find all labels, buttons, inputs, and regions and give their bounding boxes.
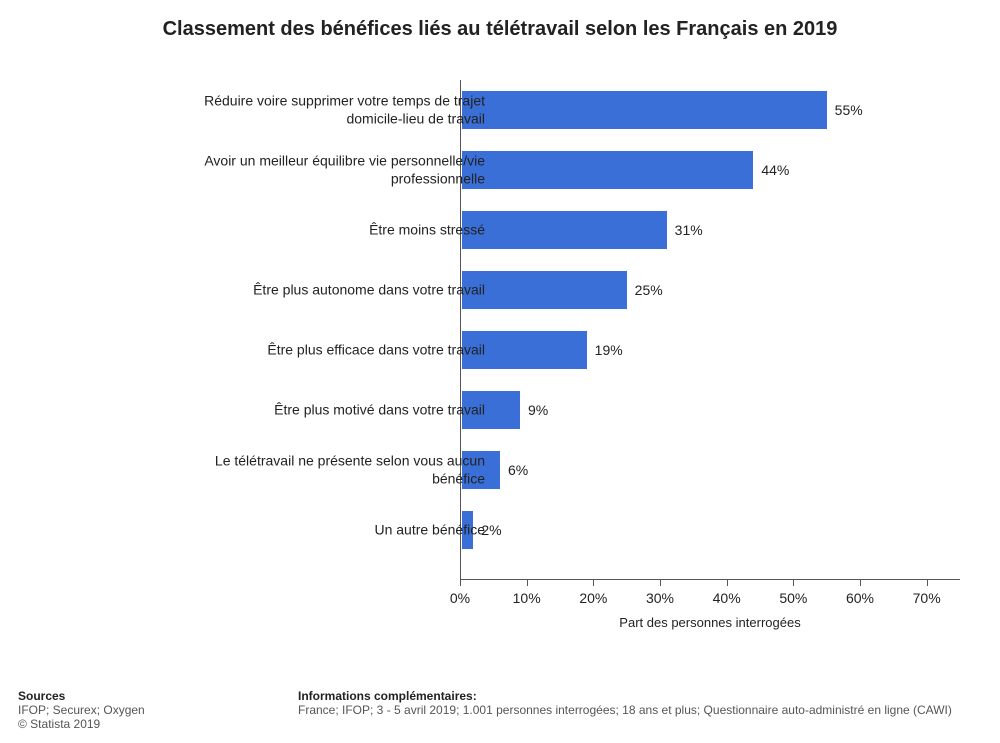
x-tick <box>593 580 594 586</box>
chart-title: Classement des bénéfices liés au télétra… <box>0 0 1000 47</box>
bar-category-label: Être moins stressé <box>185 221 485 239</box>
info-heading: Informations complémentaires: <box>298 689 982 703</box>
chart-footer: Sources IFOP; Securex; Oxygen © Statista… <box>18 689 982 731</box>
chart-bar <box>461 210 668 250</box>
bar-value-label: 6% <box>508 462 528 478</box>
page-container: Classement des bénéfices liés au télétra… <box>0 0 1000 743</box>
x-tick <box>793 580 794 586</box>
sources-block: Sources IFOP; Securex; Oxygen © Statista… <box>18 689 288 731</box>
chart-bar <box>461 150 754 190</box>
x-tick <box>527 580 528 586</box>
bar-value-label: 9% <box>528 402 548 418</box>
x-axis-title: Part des personnes interrogées <box>619 615 800 630</box>
bar-category-label: Être plus motivé dans votre travail <box>185 401 485 419</box>
bar-value-label: 55% <box>835 102 863 118</box>
info-block: Informations complémentaires: France; IF… <box>298 689 982 717</box>
bar-value-label: 31% <box>675 222 703 238</box>
x-tick-label: 20% <box>579 590 607 606</box>
x-tick-label: 70% <box>913 590 941 606</box>
bar-category-label: Être plus autonome dans votre travail <box>185 281 485 299</box>
chart-area: Part des personnes interrogées 0%10%20%3… <box>0 60 1000 620</box>
x-tick <box>460 580 461 586</box>
x-tick-label: 10% <box>513 590 541 606</box>
x-axis-line <box>460 579 960 580</box>
x-tick <box>860 580 861 586</box>
sources-heading: Sources <box>18 689 288 703</box>
bar-category-label: Le télétravail ne présente selon vous au… <box>185 453 485 488</box>
sources-line: IFOP; Securex; Oxygen <box>18 703 288 717</box>
x-tick-label: 50% <box>779 590 807 606</box>
bar-value-label: 25% <box>635 282 663 298</box>
bar-value-label: 19% <box>595 342 623 358</box>
info-line: France; IFOP; 3 - 5 avril 2019; 1.001 pe… <box>298 703 982 717</box>
copyright-line: © Statista 2019 <box>18 717 288 731</box>
x-tick <box>727 580 728 586</box>
x-tick-label: 40% <box>713 590 741 606</box>
chart-bar <box>461 270 628 310</box>
bar-value-label: 44% <box>761 162 789 178</box>
bar-category-label: Être plus efficace dans votre travail <box>185 341 485 359</box>
x-tick-label: 30% <box>646 590 674 606</box>
bar-category-label: Avoir un meilleur équilibre vie personne… <box>185 153 485 188</box>
bar-category-label: Réduire voire supprimer votre temps de t… <box>185 93 485 128</box>
chart-bar <box>461 90 828 130</box>
x-tick-label: 60% <box>846 590 874 606</box>
x-tick <box>927 580 928 586</box>
bar-category-label: Un autre bénéfice <box>185 521 485 539</box>
x-tick-label: 0% <box>450 590 470 606</box>
chart-plot: Part des personnes interrogées 0%10%20%3… <box>460 80 960 580</box>
x-tick <box>660 580 661 586</box>
